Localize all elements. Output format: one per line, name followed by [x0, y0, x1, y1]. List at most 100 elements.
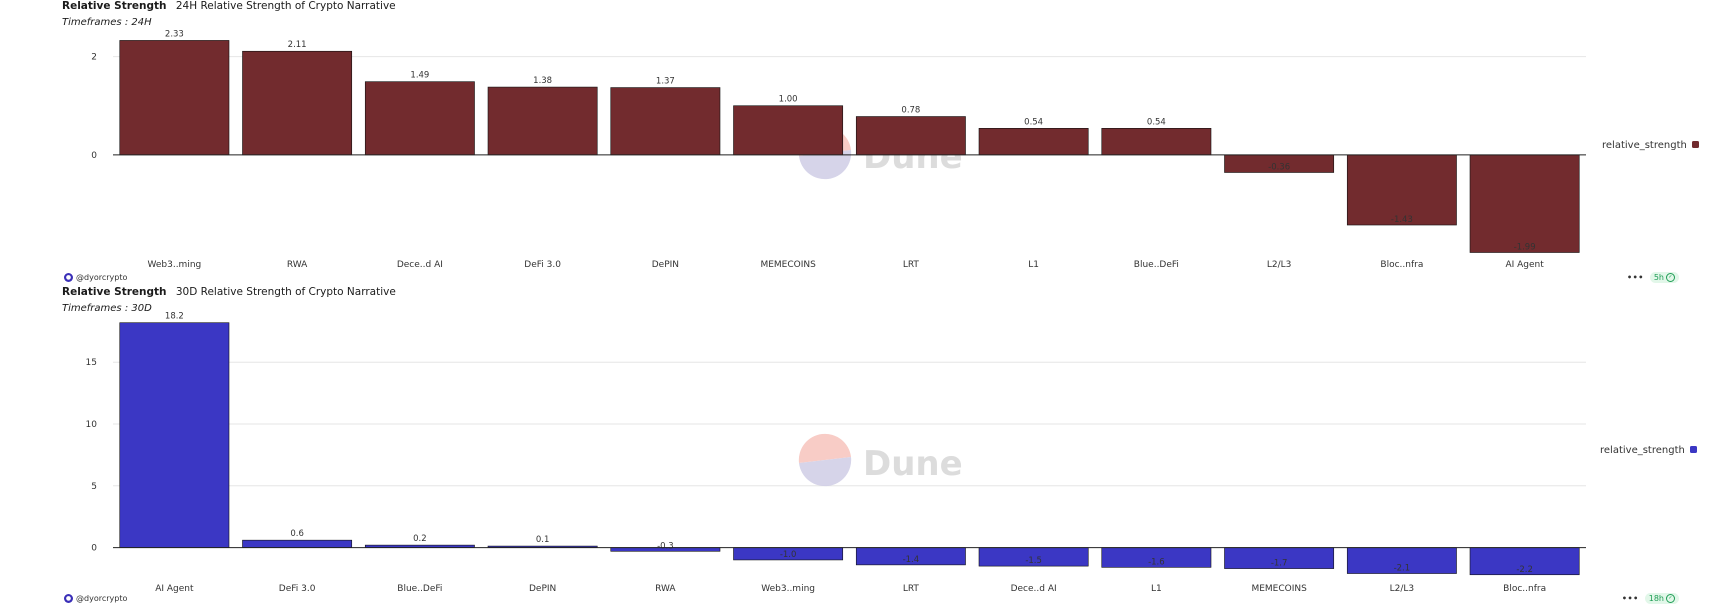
freshness-badge: 18h ✓: [1644, 593, 1679, 604]
x-tick-label: LRT: [903, 584, 920, 594]
data-label: -0.3: [657, 541, 674, 551]
panel-header: Relative Strength 30D Relative Strength …: [62, 286, 396, 298]
x-tick-label: Web3..ming: [761, 584, 815, 594]
bar: [733, 105, 844, 156]
x-tick-label: RWA: [655, 584, 676, 594]
x-tick-label: L1: [1151, 584, 1162, 594]
author[interactable]: ● @dyorcrypto: [64, 273, 127, 282]
x-tick-label: L2/L3: [1390, 584, 1415, 594]
data-label: 0.1: [536, 535, 550, 545]
watermark-text: Dune: [863, 444, 963, 484]
data-label: 1.00: [779, 95, 798, 105]
bar: [610, 87, 721, 156]
y-tick-label: 0: [91, 544, 97, 554]
bar: [242, 539, 353, 548]
data-label: -2.2: [1516, 565, 1533, 575]
legend-swatch: [1689, 446, 1697, 453]
bar: [364, 81, 475, 156]
y-tick-label: 0: [91, 151, 97, 161]
bar: [1346, 547, 1457, 574]
data-label: 1.37: [656, 77, 675, 87]
query-name[interactable]: Relative Strength: [62, 0, 167, 12]
data-label: 0.78: [901, 106, 920, 116]
chart-panel-24h: Relative Strength 24H Relative Strength …: [0, 0, 1721, 300]
bar: [119, 322, 230, 548]
chart-title: 30D Relative Strength of Crypto Narrativ…: [175, 286, 396, 298]
x-tick-label: LRT: [903, 260, 920, 270]
x-tick-label: DePIN: [652, 260, 679, 270]
data-label: -1.5: [1025, 556, 1042, 566]
check-icon: ✓: [1666, 273, 1675, 282]
x-tick-label: Bloc..nfra: [1503, 584, 1546, 594]
dune-watermark: Dune: [798, 433, 963, 487]
data-label: 0.6: [290, 529, 304, 539]
avatar: ●: [64, 273, 73, 282]
legend-label: relative_strength: [1600, 445, 1685, 456]
watermark-logo-bottom: [799, 150, 852, 180]
data-label: -0.36: [1268, 162, 1290, 172]
bar: [1469, 154, 1580, 253]
x-tick-label: Blue..DeFi: [1134, 260, 1179, 270]
data-label: 0.54: [1024, 117, 1043, 127]
x-tick-label: L1: [1028, 260, 1039, 270]
query-name[interactable]: Relative Strength: [62, 286, 167, 298]
bar: [242, 50, 353, 156]
y-tick-label: 10: [86, 420, 98, 430]
x-tick-label: L2/L3: [1267, 260, 1292, 270]
watermark-logo-bottom: [799, 457, 852, 487]
bar: [1101, 128, 1212, 156]
y-tick-label: 5: [91, 482, 97, 492]
legend[interactable]: relative_strength: [1602, 140, 1699, 151]
author-handle: @dyorcrypto: [76, 594, 128, 603]
chart-subtitle: Timeframes : 24H: [62, 17, 152, 28]
data-label: 0.2: [413, 534, 427, 544]
bar-chart-30d: 0 5 10 15 Dune 18.2 AI Agent 0.6 DeFi 3.0 0.2 Blue…: [86, 312, 1586, 594]
freshness-label: 5h: [1653, 273, 1664, 282]
freshness-label: 18h: [1648, 594, 1664, 603]
legend[interactable]: relative_strength: [1600, 445, 1697, 456]
x-tick-label: DeFi 3.0: [279, 584, 316, 594]
data-label: -2.1: [1394, 564, 1411, 574]
bar: [855, 116, 966, 156]
y-tick-label: 2: [91, 53, 97, 63]
avatar: ●: [64, 594, 73, 603]
x-tick-label: MEMECOINS: [760, 260, 816, 270]
data-label: 1.38: [533, 76, 552, 86]
data-label: -1.6: [1148, 557, 1165, 567]
status-bar: ••• 18h ✓: [1622, 593, 1679, 604]
data-label: -1.43: [1391, 215, 1413, 225]
data-label: 1.49: [410, 71, 429, 81]
data-label: 18.2: [165, 312, 184, 322]
x-tick-label: DeFi 3.0: [524, 260, 561, 270]
chart-panel-30d: Relative Strength 30D Relative Strength …: [0, 286, 1721, 604]
y-tick-label: 15: [86, 358, 97, 368]
data-label: -1.99: [1514, 243, 1536, 253]
data-label: 2.11: [288, 40, 307, 50]
data-label: 0.54: [1147, 117, 1166, 127]
x-tick-label: Blue..DeFi: [397, 584, 442, 594]
freshness-badge: 5h ✓: [1649, 272, 1679, 283]
bar: [1469, 547, 1580, 576]
legend-swatch: [1691, 141, 1699, 148]
author[interactable]: ● @dyorcrypto: [64, 594, 127, 603]
data-label: -1.4: [903, 555, 920, 565]
data-label: -1.7: [1271, 559, 1288, 569]
legend-label: relative_strength: [1602, 140, 1687, 151]
x-tick-label: AI Agent: [1505, 260, 1544, 270]
x-tick-label: Dece..d AI: [397, 260, 443, 270]
more-options-icon[interactable]: •••: [1626, 273, 1644, 282]
x-tick-label: MEMECOINS: [1251, 584, 1307, 594]
x-tick-label: Dece..d AI: [1011, 584, 1057, 594]
more-options-icon[interactable]: •••: [1621, 594, 1639, 603]
x-tick-label: RWA: [287, 260, 308, 270]
x-tick-label: Bloc..nfra: [1380, 260, 1423, 270]
data-label: 2.33: [165, 29, 184, 39]
x-tick-label: Web3..ming: [147, 260, 201, 270]
bar: [487, 86, 598, 156]
bar: [119, 40, 230, 156]
status-bar: ••• 5h ✓: [1627, 272, 1679, 283]
x-tick-label: AI Agent: [155, 584, 194, 594]
chart-title: 24H Relative Strength of Crypto Narrativ…: [175, 0, 396, 12]
author-handle: @dyorcrypto: [76, 273, 128, 282]
